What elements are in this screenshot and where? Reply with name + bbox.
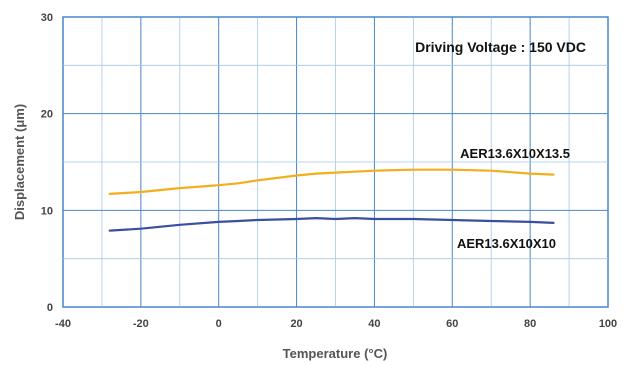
grid: [62, 16, 609, 308]
x-tick-label: 20: [290, 318, 302, 330]
x-tick-label: 0: [216, 318, 222, 330]
x-tick-label: 40: [368, 318, 380, 330]
x-tick-label: 80: [524, 318, 536, 330]
y-axis-title: Displacement (μm): [12, 104, 27, 220]
x-tick-label: 100: [599, 318, 617, 330]
y-tick-label: 30: [41, 12, 53, 24]
y-tick-label: 10: [41, 205, 53, 217]
series-layer: [108, 168, 555, 232]
series-line-1: [108, 217, 555, 232]
x-axis-title: Temperature (°C): [283, 346, 388, 361]
tick-labels: -40 -20 0 20 40 60 80 100 0 10 20 30: [41, 12, 617, 330]
series-label-aer13-6x10x10: AER13.6X10X10: [457, 236, 556, 251]
y-tick-label: 0: [47, 302, 53, 314]
series-line-0: [108, 168, 555, 195]
voltage-annotation: Driving Voltage : 150 VDC: [415, 39, 586, 55]
x-tick-label: -20: [133, 318, 149, 330]
series-label-aer13-6x10x13-5: AER13.6X10X13.5: [460, 146, 570, 161]
x-tick-label: 60: [446, 318, 458, 330]
x-tick-label: -40: [55, 318, 71, 330]
y-tick-label: 20: [41, 109, 53, 121]
